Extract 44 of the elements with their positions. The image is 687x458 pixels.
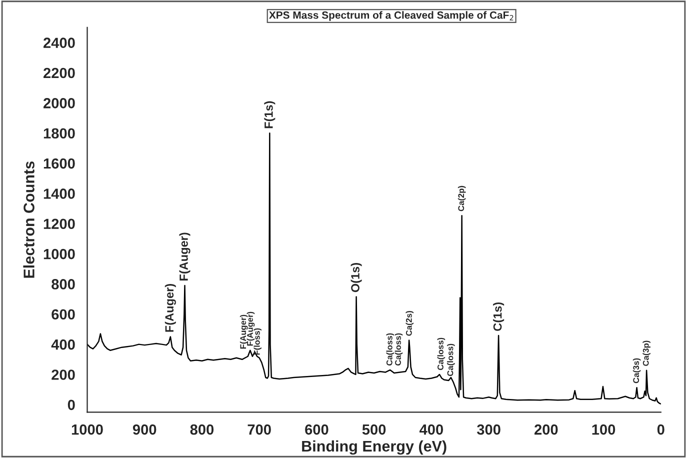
annotation: C(1s): [493, 302, 504, 331]
annotation: F(Auger): [164, 284, 176, 332]
y-tick-label: 400: [51, 339, 75, 350]
y-tick-label: 0: [68, 400, 75, 410]
annotation: Ca(3p): [642, 340, 650, 366]
y-axis-title: Electron Counts: [23, 161, 34, 278]
x-tick-label: 600: [305, 424, 328, 435]
y-tick-label: 600: [52, 309, 75, 320]
x-tick-label: 500: [362, 424, 386, 435]
annotation: Ca(loss): [437, 338, 446, 370]
annotation: Ca(3s): [632, 358, 641, 384]
x-tick-label: 100: [592, 424, 616, 435]
annotation: F(Auger): [240, 314, 248, 349]
x-tick-label: 800: [190, 424, 214, 435]
y-tick-label: 2000: [44, 98, 75, 108]
annotation: O(1s): [350, 263, 362, 292]
annotation: Ca(2s): [406, 311, 414, 336]
x-tick-label: 0: [657, 424, 664, 435]
y-tick-label: 1400: [44, 188, 75, 199]
x-tick-label: 300: [476, 424, 500, 435]
y-tick-label: 1600: [44, 158, 75, 169]
annotation: Ca(loss): [394, 333, 403, 366]
annotation: F(Auger): [179, 232, 190, 281]
x-tick-label: 700: [248, 424, 271, 435]
y-tick-label: 1800: [44, 128, 75, 139]
annotation: F(1s): [264, 101, 276, 128]
annotation: F(Auger): [246, 312, 255, 346]
y-tick-label: 2400: [44, 38, 75, 48]
annotation: Ca(loss): [447, 344, 455, 376]
x-tick-label: 900: [132, 424, 156, 435]
y-tick-label: 200: [52, 370, 75, 380]
x-tick-label: 400: [419, 424, 444, 435]
x-tick-label: 200: [534, 424, 558, 435]
x-axis-title: Binding Energy (eV): [302, 440, 446, 455]
line-series: [87, 132, 661, 405]
y-tick-label: 1000: [44, 248, 75, 260]
y-tick-label: 1200: [44, 218, 75, 230]
x-tick-label: 1000: [72, 424, 103, 435]
y-tick-label: 2200: [44, 68, 75, 78]
annotation: F(loss): [254, 328, 262, 355]
chart-title: XPS Mass Spectrum of a Cleaved Sample of CaF$_{2}$: [269, 11, 514, 21]
annotation: Ca(loss): [386, 333, 394, 366]
y-tick-label: 800: [52, 279, 75, 290]
annotation: Ca(2p): [458, 186, 466, 212]
